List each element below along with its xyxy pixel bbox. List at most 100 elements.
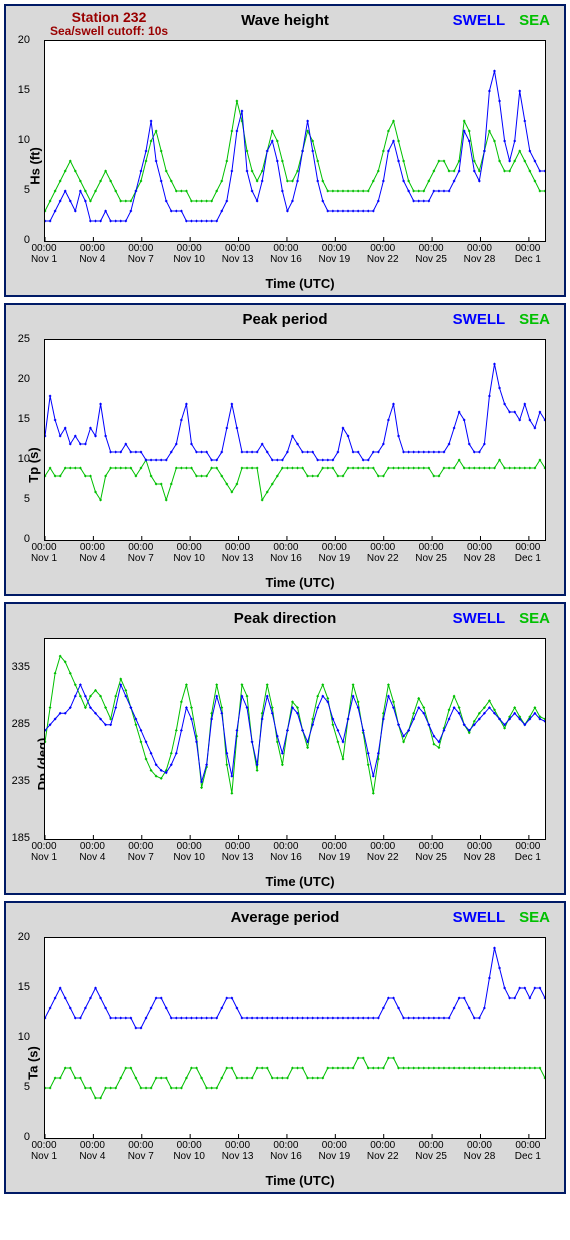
x-tick: 00:00Nov 22: [367, 244, 399, 265]
sea-markers: [45, 100, 545, 213]
x-tick: 00:00Nov 7: [128, 244, 154, 265]
y-tick: 5: [24, 184, 30, 196]
sea-markers: [45, 655, 545, 795]
legend: SWELL SEA: [453, 311, 550, 328]
x-tick: 00:00Nov 25: [415, 543, 447, 564]
x-tick: 00:00Nov 25: [415, 1141, 447, 1162]
panel-header: Average periodSWELLSEA: [14, 909, 556, 937]
legend: SWELL SEA: [453, 909, 550, 926]
sea-markers: [45, 1057, 545, 1100]
x-axis-label: Time (UTC): [44, 276, 556, 291]
panel-header: Peak periodSWELLSEA: [14, 311, 556, 339]
x-tick: 00:00Nov 4: [79, 1141, 105, 1162]
x-tick: 00:00Nov 22: [367, 1141, 399, 1162]
y-tick: 0: [24, 234, 30, 246]
x-tick: 00:00Nov 16: [270, 543, 302, 564]
panel-peak-direction: Peak directionSWELLSEADp (deg)1852352853…: [4, 602, 566, 895]
x-axis: 00:00Nov 100:00Nov 400:00Nov 700:00Nov 1…: [44, 244, 544, 278]
x-axis-label: Time (UTC): [44, 874, 556, 889]
y-tick: 10: [18, 453, 30, 465]
swell-markers: [45, 363, 545, 462]
x-axis: 00:00Nov 100:00Nov 400:00Nov 700:00Nov 1…: [44, 543, 544, 577]
x-tick: 00:00Nov 13: [222, 543, 254, 564]
legend-sea: SEA: [519, 610, 550, 627]
sea-markers: [45, 459, 545, 502]
x-tick: 00:00Nov 1: [31, 244, 57, 265]
y-tick: 285: [12, 718, 30, 730]
x-axis-label: Time (UTC): [44, 575, 556, 590]
y-tick: 20: [18, 373, 30, 385]
legend-sea: SEA: [519, 909, 550, 926]
x-tick: 00:00Nov 25: [415, 244, 447, 265]
x-tick: 00:00Nov 4: [79, 842, 105, 863]
chart-svg: [45, 41, 545, 241]
x-tick: 00:00Nov 7: [128, 842, 154, 863]
chart-svg: [45, 340, 545, 540]
x-tick: 00:00Dec 1: [515, 543, 541, 564]
y-tick: 15: [18, 413, 30, 425]
y-tick: 10: [18, 1031, 30, 1043]
x-axis-label: Time (UTC): [44, 1173, 556, 1188]
y-tick: 20: [18, 931, 30, 943]
y-tick: 235: [12, 775, 30, 787]
legend-sea: SEA: [519, 12, 550, 29]
x-tick: 00:00Nov 28: [464, 842, 496, 863]
panel-header: Peak directionSWELLSEA: [14, 610, 556, 638]
x-tick: 00:00Nov 10: [173, 842, 205, 863]
swell-line: [45, 364, 545, 460]
panel-wave-height: Station 232Sea/swell cutoff: 10sWave hei…: [4, 4, 566, 297]
legend: SWELL SEA: [453, 12, 550, 29]
y-tick: 15: [18, 84, 30, 96]
y-axis-label: Ta (s): [25, 1046, 40, 1080]
x-tick: 00:00Nov 28: [464, 1141, 496, 1162]
x-tick: 00:00Nov 1: [31, 842, 57, 863]
y-tick: 15: [18, 981, 30, 993]
x-tick: 00:00Nov 19: [318, 543, 350, 564]
x-tick: 00:00Nov 25: [415, 842, 447, 863]
plot-area: [44, 339, 546, 541]
x-tick: 00:00Nov 1: [31, 1141, 57, 1162]
plot-wrap: Hs (ft)0510152000:00Nov 100:00Nov 400:00…: [44, 40, 556, 291]
x-axis: 00:00Nov 100:00Nov 400:00Nov 700:00Nov 1…: [44, 842, 544, 876]
x-tick: 00:00Nov 13: [222, 244, 254, 265]
y-tick: 185: [12, 832, 30, 844]
x-tick: 00:00Dec 1: [515, 842, 541, 863]
plot-wrap: Tp (s)051015202500:00Nov 100:00Nov 400:0…: [44, 339, 556, 590]
x-tick: 00:00Nov 22: [367, 543, 399, 564]
sea-line: [45, 460, 545, 500]
chart-svg: [45, 938, 545, 1138]
x-tick: 00:00Nov 1: [31, 543, 57, 564]
x-tick: 00:00Nov 13: [222, 1141, 254, 1162]
y-tick: 20: [18, 34, 30, 46]
x-tick: 00:00Nov 16: [270, 1141, 302, 1162]
legend-swell: SWELL: [453, 12, 506, 29]
y-tick: 5: [24, 1081, 30, 1093]
x-tick: 00:00Nov 4: [79, 543, 105, 564]
swell-line: [45, 948, 545, 1028]
x-tick: 00:00Nov 16: [270, 842, 302, 863]
y-tick: 10: [18, 134, 30, 146]
y-tick: 5: [24, 493, 30, 505]
y-tick: 335: [12, 661, 30, 673]
x-tick: 00:00Nov 19: [318, 244, 350, 265]
legend: SWELL SEA: [453, 610, 550, 627]
y-axis-label: Hs (ft): [27, 147, 42, 185]
legend-swell: SWELL: [453, 909, 506, 926]
y-tick: 0: [24, 533, 30, 545]
y-tick: 0: [24, 1131, 30, 1143]
legend-swell: SWELL: [453, 610, 506, 627]
legend-swell: SWELL: [453, 311, 506, 328]
x-tick: 00:00Dec 1: [515, 244, 541, 265]
plot-wrap: Ta (s)0510152000:00Nov 100:00Nov 400:00N…: [44, 937, 556, 1188]
legend-sea: SEA: [519, 311, 550, 328]
x-tick: 00:00Nov 10: [173, 1141, 205, 1162]
plot-area: [44, 40, 546, 242]
x-tick: 00:00Nov 28: [464, 244, 496, 265]
swell-markers: [45, 947, 545, 1030]
x-tick: 00:00Nov 22: [367, 842, 399, 863]
x-axis: 00:00Nov 100:00Nov 400:00Nov 700:00Nov 1…: [44, 1141, 544, 1175]
x-tick: 00:00Nov 7: [128, 1141, 154, 1162]
plot-area: [44, 638, 546, 840]
x-tick: 00:00Nov 19: [318, 842, 350, 863]
panel-header: Station 232Sea/swell cutoff: 10sWave hei…: [14, 12, 556, 40]
